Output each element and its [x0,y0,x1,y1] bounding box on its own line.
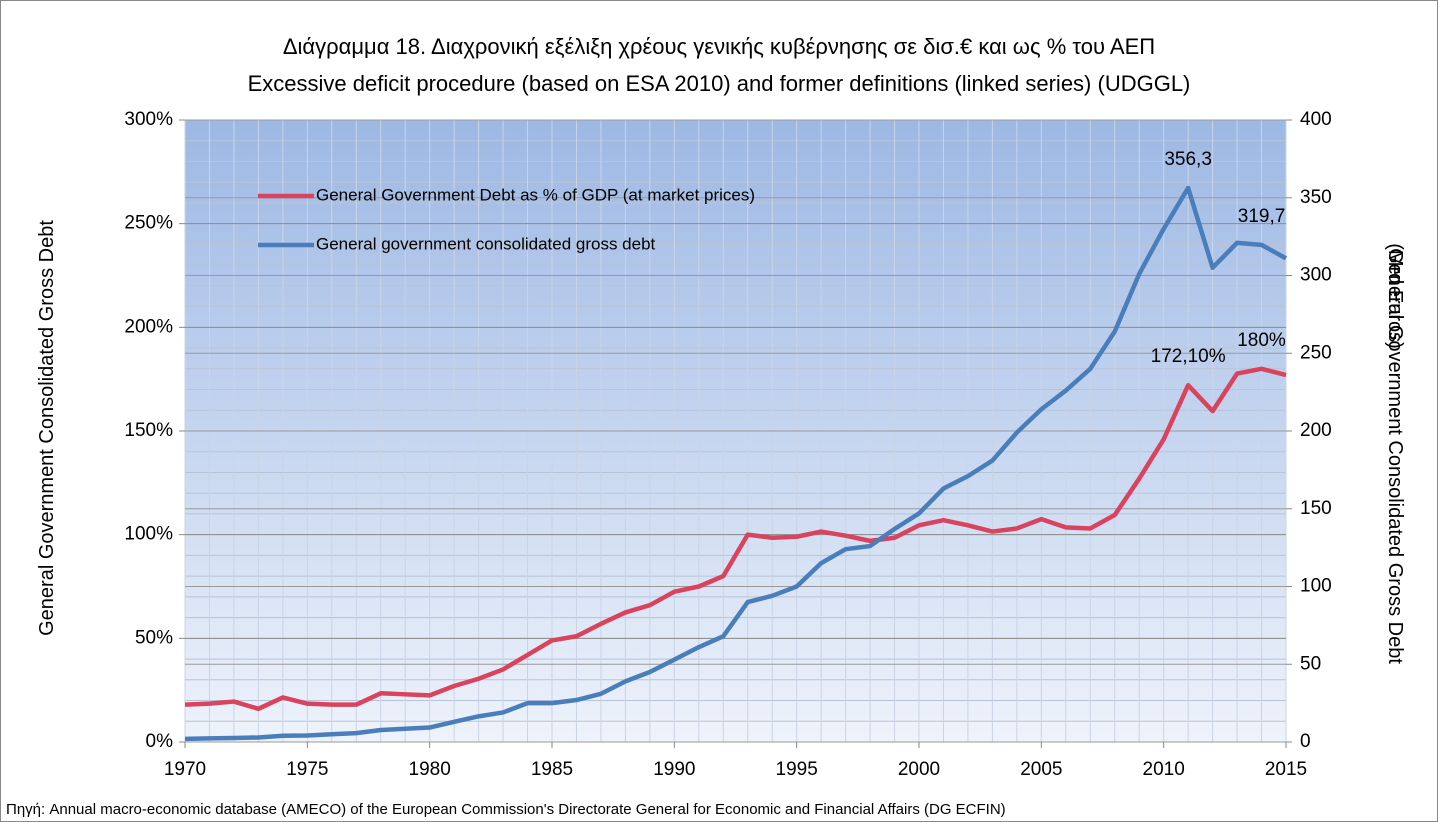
y2-tick-label: 350 [1300,187,1332,208]
data-label: 356,3 [1164,149,1212,170]
line-series [184,366,1287,712]
y2-tick-label: 300 [1300,265,1332,286]
y-tick-label: 150% [124,420,173,441]
y-tick-label: 50% [135,627,173,648]
chart-title: Διάγραμμα 18. Διαχρονική εξέλιξη χρέους … [283,34,1155,59]
y-tick-label: 200% [124,316,173,337]
chart-subtitle: Excessive deficit procedure (based on ES… [248,71,1191,96]
y2-tick-label: 400 [1300,109,1332,130]
y-tick-label: 300% [124,109,173,130]
y-tick-label: 100% [124,524,173,545]
data-label: 172,10% [1151,346,1226,367]
y2-tick-label: 100 [1300,576,1332,597]
x-tick-label: 1980 [409,759,451,780]
x-tick-label: 2005 [1020,759,1062,780]
data-label: 319,7 [1238,206,1286,227]
x-tick-label: 1975 [286,759,328,780]
source: Πηγή: Annual macro-economic database (AM… [6,801,1006,818]
x-tick-label: 1970 [164,759,206,780]
x-tick-label: 1990 [653,759,695,780]
legend-label: General government consolidated gross de… [316,234,656,253]
y2-tick-label: 200 [1300,420,1332,441]
y2-axis-unit: (Mrd Euros) [1384,243,1406,349]
legend-label: General Government Debt as % of GDP (at … [316,185,755,204]
y2-tick-label: 0 [1300,731,1311,752]
line-series [184,185,1288,742]
x-tick-label: 2000 [898,759,940,780]
x-tick-label: 2010 [1143,759,1185,780]
y2-tick-label: 50 [1300,653,1321,674]
y-axis-title: General Government Consolidated Gross De… [36,220,58,636]
y-tick-label: 250% [124,213,173,234]
x-tick-label: 1995 [776,759,818,780]
y2-tick-label: 150 [1300,498,1332,519]
data-label: 180% [1237,330,1286,351]
x-tick-label: 1985 [531,759,573,780]
y-tick-label: 0% [146,731,174,752]
x-tick-label: 2015 [1265,759,1307,780]
y2-tick-label: 250 [1300,342,1332,363]
source-box [1,796,1437,821]
